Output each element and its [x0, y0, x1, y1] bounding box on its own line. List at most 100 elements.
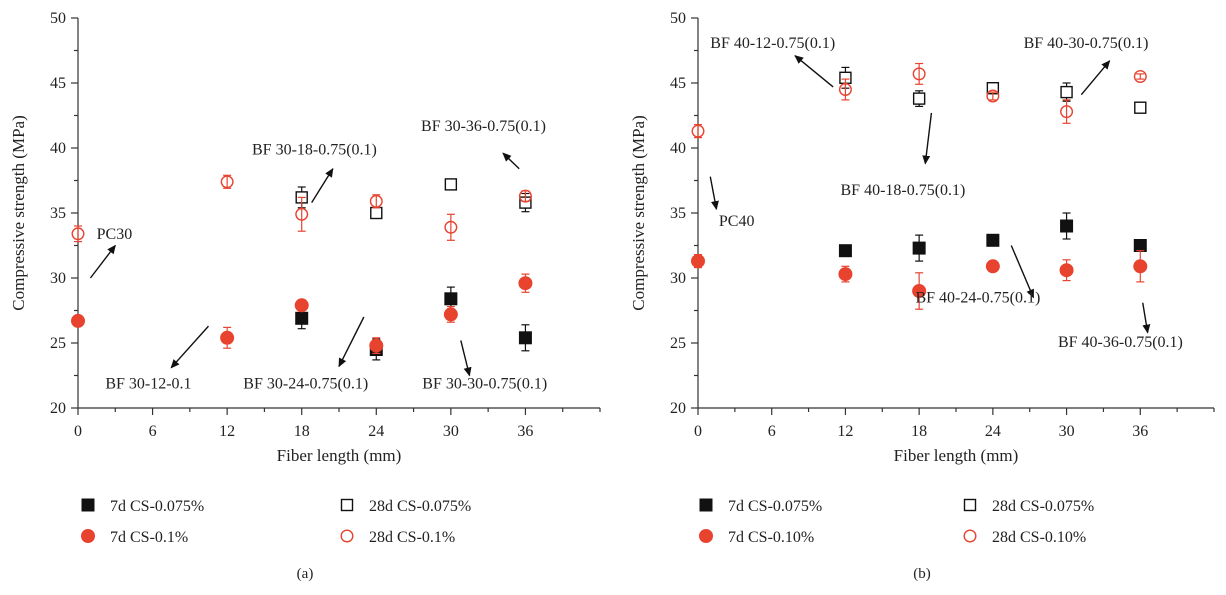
annotation-label: PC40 — [719, 213, 755, 230]
y-tick-label: 40 — [50, 140, 66, 157]
legend-item: 28d CS-0.075% — [340, 498, 471, 515]
data-point — [985, 259, 1000, 274]
legend-marker — [340, 529, 354, 543]
annotation: BF 30-12-0.1 — [105, 325, 210, 393]
data-point — [295, 311, 309, 325]
y-tick-label: 20 — [670, 400, 686, 417]
legend-marker — [699, 529, 713, 543]
legend-marker — [963, 498, 977, 512]
annotation-arrow — [89, 244, 116, 279]
x-tick-label: 18 — [294, 423, 310, 440]
annotation-arrow — [1010, 245, 1035, 299]
data-point — [986, 233, 1000, 247]
annotation-arrow — [1142, 302, 1151, 334]
x-tick-label: 12 — [837, 423, 853, 440]
data-point — [691, 254, 705, 269]
data-point — [912, 67, 926, 81]
annotation-label: BF 40-36-0.75(0.1) — [1058, 334, 1183, 351]
annotation-arrow — [338, 316, 365, 368]
legend-label: 28d CS-0.10% — [992, 529, 1086, 546]
annotation: BF 40-12-0.75(0.1) — [710, 35, 835, 88]
annotation-arrow — [502, 152, 520, 170]
legend-marker — [340, 498, 354, 512]
annotation-arrow — [1080, 60, 1111, 96]
data-point — [1060, 85, 1073, 99]
y-tick-label: 35 — [670, 205, 686, 222]
legend-item: 28d CS-0.10% — [963, 529, 1086, 546]
annotation-label: BF 30-24-0.75(0.1) — [243, 376, 368, 393]
annotation: BF 30-36-0.75(0.1) — [421, 118, 546, 170]
legend: 7d CS-0.075% 28d CS-0.075% 7d CS-0.10% 28d … — [699, 498, 1094, 546]
y-tick-label: 35 — [50, 205, 66, 222]
y-tick-label: 45 — [50, 75, 66, 92]
y-tick-label: 30 — [670, 270, 686, 287]
annotation-label: PC30 — [97, 226, 133, 243]
legend-label: 28d CS-0.075% — [369, 498, 471, 515]
data-point — [518, 276, 533, 291]
legend-label: 28d CS-0.1% — [369, 529, 455, 546]
annotation-arrow — [311, 167, 334, 203]
x-axis-title: Fiber length (mm) — [894, 446, 1019, 465]
legend-marker — [81, 498, 95, 512]
data-point — [220, 330, 235, 345]
annotation-arrow — [170, 325, 210, 369]
data-point — [518, 189, 532, 203]
data-point — [1133, 259, 1148, 274]
annotation: BF 40-30-0.75(0.1) — [1024, 35, 1148, 96]
annotation-arrow — [460, 340, 472, 377]
x-tick-label: 36 — [517, 423, 533, 440]
data-point — [912, 92, 926, 105]
data-point — [838, 244, 852, 258]
x-tick-label: 30 — [443, 423, 459, 440]
series-1 — [295, 286, 532, 361]
annotation-label: BF 40-12-0.75(0.1) — [710, 35, 835, 52]
data-point — [986, 89, 1000, 103]
data-point — [370, 206, 383, 220]
data-point — [71, 313, 85, 328]
y-tick-label: 40 — [670, 140, 686, 157]
legend-item: 28d CS-0.1% — [340, 529, 455, 546]
legend-label: 7d CS-0.075% — [110, 498, 204, 515]
legend-label: 7d CS-0.1% — [110, 529, 188, 546]
error-bar — [988, 91, 997, 101]
chart-panel-b: 0 6 12 18 24 30 36 20 25 30 35 40 45 50 Fiber length (… — [629, 10, 1215, 582]
data-point — [220, 175, 234, 189]
data-point — [912, 241, 926, 255]
y-axis-title: Compressive strength (MPa) — [629, 115, 648, 310]
legend-item: 7d CS-0.075% — [699, 498, 822, 515]
data-point — [838, 82, 852, 96]
annotation: BF 30-18-0.75(0.1) — [252, 142, 377, 203]
data-point — [1133, 69, 1147, 83]
annotation: BF 30-24-0.75(0.1) — [243, 316, 368, 393]
annotation: BF 40-36-0.75(0.1) — [1058, 302, 1183, 351]
data-point — [1060, 219, 1074, 233]
y-tick-label: 30 — [50, 270, 66, 287]
legend-label: 7d CS-0.10% — [728, 529, 814, 546]
x-tick-label: 0 — [694, 423, 702, 440]
data-point — [444, 220, 458, 234]
series-1 — [838, 212, 1147, 262]
x-tick-label: 30 — [1059, 423, 1075, 440]
chart-panel-a: 0 6 12 18 24 30 36 20 25 30 35 40 45 50 Fiber length (… — [9, 10, 601, 582]
legend-item: 28d CS-0.075% — [963, 498, 1094, 515]
series-2 — [295, 178, 532, 220]
legend-label: 7d CS-0.075% — [728, 498, 822, 515]
legend-marker — [963, 529, 977, 543]
panel-label: (b) — [913, 566, 931, 582]
data-point — [444, 178, 458, 191]
y-axis-title: Compressive strength (MPa) — [9, 115, 28, 310]
panel-label: (a) — [297, 566, 314, 582]
x-tick-label: 0 — [74, 423, 82, 440]
annotation-label: BF 40-24-0.75(0.1) — [915, 290, 1040, 307]
data-point — [1134, 101, 1147, 114]
y-tick-label: 45 — [670, 75, 686, 92]
data-point — [912, 284, 927, 298]
series-3 — [71, 273, 533, 354]
x-tick-label: 18 — [911, 423, 927, 440]
y-tick-label: 20 — [50, 400, 66, 417]
data-point — [444, 292, 458, 306]
error-bar — [297, 196, 306, 232]
data-point — [1059, 263, 1074, 278]
